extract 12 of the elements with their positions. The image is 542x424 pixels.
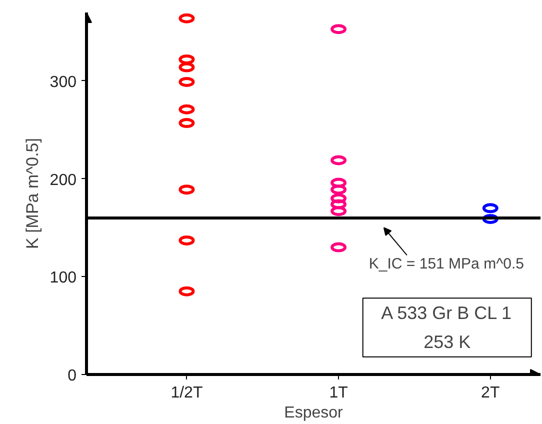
y-tick-label: 100 bbox=[50, 270, 77, 287]
y-tick-label: 0 bbox=[68, 368, 77, 384]
x-tick-label: 2T bbox=[481, 384, 500, 402]
annotation: A 533 Gr B CL 1 bbox=[381, 302, 512, 323]
x-axis-title: Espesor bbox=[284, 404, 344, 422]
y-axis-title: K [MPa m^0.5] bbox=[22, 138, 42, 249]
annotation: 253 K bbox=[424, 332, 471, 352]
y-tick-label: 200 bbox=[50, 172, 77, 189]
x-tick-label: 1T bbox=[329, 384, 348, 402]
y-tick-label: 300 bbox=[50, 74, 77, 91]
x-tick-label: 1/2T bbox=[170, 384, 203, 402]
annotation: K_IC = 151 MPa m^0.5 bbox=[368, 255, 524, 272]
